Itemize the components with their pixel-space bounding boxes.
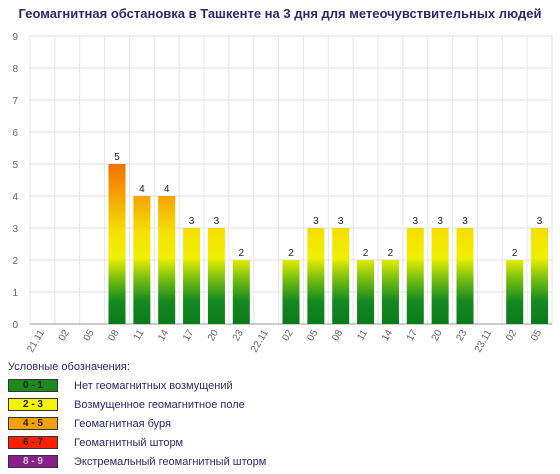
x-tick-label: 23 bbox=[231, 328, 246, 344]
bar[interactable] bbox=[108, 164, 126, 324]
y-tick-label: 2 bbox=[12, 256, 18, 267]
bar-value-label: 4 bbox=[139, 184, 145, 195]
bar-value-label: 3 bbox=[437, 216, 443, 227]
legend-label: Нет геомагнитных возмущений bbox=[74, 379, 233, 392]
bar[interactable] bbox=[381, 260, 399, 324]
chart-title: Геомагнитная обстановка в Ташкенте на 3 … bbox=[18, 6, 542, 21]
x-tick-label: 11 bbox=[355, 328, 370, 343]
x-tick-label: 05 bbox=[529, 328, 544, 344]
legend-swatch: 2 - 3 bbox=[8, 398, 58, 411]
bar[interactable] bbox=[133, 196, 151, 324]
x-tick-label: 08 bbox=[107, 328, 122, 344]
bar[interactable] bbox=[207, 228, 225, 324]
x-tick-label: 05 bbox=[305, 328, 320, 344]
bar-value-label: 3 bbox=[189, 216, 195, 227]
bar-value-label: 3 bbox=[313, 216, 319, 227]
legend-swatch: 4 - 5 bbox=[8, 417, 58, 430]
x-tick-label: 02 bbox=[504, 328, 519, 344]
y-tick-label: 1 bbox=[12, 288, 18, 299]
x-tick-label: 23 bbox=[455, 328, 470, 344]
bar-value-label: 2 bbox=[239, 248, 245, 259]
bar-value-label: 2 bbox=[363, 248, 369, 259]
legend: Условные обозначения: 0 - 1 Нет геомагнит… bbox=[8, 361, 548, 471]
bar-value-label: 2 bbox=[388, 248, 394, 259]
y-tick-label: 5 bbox=[12, 160, 18, 171]
bar-value-label: 3 bbox=[462, 216, 468, 227]
legend-label: Геомагнитный шторм bbox=[74, 436, 184, 449]
bar[interactable] bbox=[332, 228, 350, 324]
bar[interactable] bbox=[456, 228, 474, 324]
x-tick-label: 02 bbox=[57, 328, 72, 344]
x-tick-label: 11 bbox=[132, 328, 147, 343]
legend-label: Возмущенное геомагнитное поле bbox=[74, 398, 245, 411]
x-tick-label: 22.11 bbox=[249, 328, 271, 355]
x-tick-label: 21.11 bbox=[25, 328, 47, 355]
x-tick-label: 05 bbox=[82, 328, 97, 344]
legend-item: 0 - 1 Нет геомагнитных возмущений bbox=[8, 376, 548, 395]
x-tick-label: 02 bbox=[281, 328, 296, 344]
y-tick-label: 4 bbox=[12, 192, 18, 203]
x-tick-label: 20 bbox=[430, 328, 445, 344]
bar[interactable] bbox=[307, 228, 325, 324]
y-tick-label: 0 bbox=[12, 320, 18, 331]
bar[interactable] bbox=[232, 260, 250, 324]
bar-value-label: 2 bbox=[288, 248, 294, 259]
y-tick-label: 3 bbox=[12, 224, 18, 235]
bar[interactable] bbox=[183, 228, 201, 324]
y-tick-label: 6 bbox=[12, 128, 18, 139]
x-tick-label: 17 bbox=[405, 328, 420, 344]
bar[interactable] bbox=[282, 260, 300, 324]
legend-swatch: 6 - 7 bbox=[8, 436, 58, 449]
legend-item: 6 - 7 Геомагнитный шторм bbox=[8, 433, 548, 452]
bar[interactable] bbox=[431, 228, 449, 324]
y-tick-label: 8 bbox=[12, 64, 18, 75]
x-tick-label: 23.11 bbox=[473, 328, 495, 355]
bar-value-label: 3 bbox=[537, 216, 543, 227]
legend-item: 2 - 3 Возмущенное геомагнитное поле bbox=[8, 395, 548, 414]
x-tick-label: 17 bbox=[181, 328, 196, 344]
bar-value-label: 3 bbox=[338, 216, 344, 227]
y-tick-label: 7 bbox=[12, 96, 18, 107]
bar-value-label: 3 bbox=[413, 216, 419, 227]
x-tick-label: 14 bbox=[380, 328, 395, 344]
bar-value-label: 2 bbox=[512, 248, 518, 259]
bar[interactable] bbox=[357, 260, 375, 324]
bar[interactable] bbox=[406, 228, 424, 324]
x-tick-label: 14 bbox=[156, 328, 171, 344]
legend-swatch: 8 - 9 bbox=[8, 455, 58, 468]
x-tick-label: 20 bbox=[206, 328, 221, 344]
legend-swatch: 0 - 1 bbox=[8, 379, 58, 392]
legend-item: 8 - 9 Экстремальный геомагнитный шторм bbox=[8, 452, 548, 471]
bar[interactable] bbox=[506, 260, 524, 324]
bar-value-label: 4 bbox=[164, 184, 170, 195]
bar[interactable] bbox=[158, 196, 176, 324]
bar-value-label: 3 bbox=[214, 216, 220, 227]
legend-item: 4 - 5 Геомагнитная буря bbox=[8, 414, 548, 433]
legend-title: Условные обозначения: bbox=[8, 361, 130, 373]
x-tick-label: 08 bbox=[330, 328, 345, 344]
bar-value-label: 5 bbox=[114, 152, 120, 163]
legend-label: Геомагнитная буря bbox=[74, 417, 171, 430]
y-tick-label: 9 bbox=[12, 32, 18, 43]
legend-label: Экстремальный геомагнитный шторм bbox=[74, 455, 267, 468]
bar[interactable] bbox=[531, 228, 549, 324]
